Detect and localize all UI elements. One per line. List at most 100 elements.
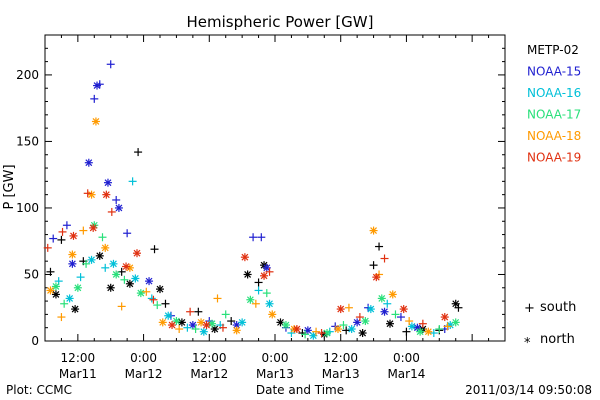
data-point-noaa-19-north	[336, 305, 345, 314]
legend-item: NOAA-18	[527, 129, 581, 143]
y-axis-label: P [GW]	[2, 164, 17, 209]
x-tick-date-label: Mar11	[59, 367, 97, 381]
data-point-noaa-19-north	[202, 321, 211, 330]
data-point-noaa-17-south	[339, 321, 348, 330]
x-tick-time-label: 0:00	[130, 351, 157, 365]
data-point-noaa-18-north	[388, 290, 397, 299]
data-point-noaa-17-south	[435, 325, 444, 334]
data-point-noaa-18-south	[175, 325, 184, 334]
data-point-metp-02-north	[156, 285, 164, 294]
legend: METP-02 NOAA-15 NOAA-16 NOAA-17 NOAA-18 NOAA-…	[527, 43, 581, 165]
data-point-metp-02-south	[194, 307, 203, 316]
data-point-noaa-19-south	[58, 227, 67, 236]
data-point-metp-02-north	[51, 290, 60, 299]
data-point-noaa-17-north	[416, 327, 425, 336]
x-tick-date-label: Mar13	[322, 367, 360, 381]
data-point-noaa-18-south	[117, 302, 126, 311]
data-point-noaa-19-south	[265, 267, 274, 276]
data-point-noaa-17-north	[361, 317, 370, 326]
data-point-noaa-19-north	[399, 305, 408, 314]
data-point-noaa-16-south	[76, 273, 85, 282]
data-point-noaa-19-south	[43, 243, 52, 252]
data-point-noaa-18-south	[57, 313, 66, 322]
data-point-noaa-18-south	[251, 299, 260, 308]
data-point-metp-02-north	[125, 279, 134, 288]
data-point-noaa-16-north	[87, 255, 96, 264]
data-point-noaa-18-north	[268, 310, 277, 319]
data-point-noaa-18-north	[424, 327, 433, 336]
data-point-noaa-17-north	[281, 321, 290, 330]
x-tick-date-label: Mar12	[190, 367, 228, 381]
data-point-noaa-16-south	[101, 263, 110, 272]
marker-legend: + south * north	[524, 300, 576, 351]
x-tick-date-label: Mar13	[256, 367, 294, 381]
data-point-noaa-16-south	[383, 299, 392, 308]
data-point-noaa-18-north	[125, 263, 134, 272]
data-point-noaa-19-north	[69, 231, 78, 240]
data-point-metp-02-south	[227, 317, 236, 326]
data-point-noaa-19-north	[372, 273, 381, 282]
data-point-noaa-19-south	[218, 323, 227, 332]
data-point-noaa-16-south	[254, 286, 263, 295]
data-point-metp-02-north	[243, 270, 252, 279]
data-point-noaa-17-south	[191, 325, 200, 334]
data-point-noaa-17-north	[208, 319, 217, 328]
data-point-noaa-17-south	[391, 310, 400, 319]
data-point-noaa-18-south	[142, 287, 151, 296]
data-point-noaa-15-north	[114, 203, 123, 212]
data-point-noaa-19-south	[317, 329, 326, 338]
data-point-noaa-18-north	[158, 318, 167, 327]
data-point-noaa-15-north	[93, 81, 102, 90]
data-point-noaa-19-north	[102, 190, 111, 199]
data-point-noaa-16-south	[183, 323, 192, 332]
data-point-metp-02-south	[150, 245, 159, 254]
data-point-metp-02-south	[454, 303, 463, 312]
footer-plot-credit: Plot: CCMC	[6, 383, 72, 397]
data-point-noaa-18-south	[344, 303, 353, 312]
y-tick-label: 50	[24, 267, 39, 281]
data-point-noaa-17-south	[60, 299, 69, 308]
data-point-noaa-18-south	[79, 226, 88, 235]
data-point-noaa-16-north	[407, 322, 416, 331]
y-tick-label: 200	[16, 68, 39, 82]
data-point-noaa-15-north	[103, 178, 112, 187]
data-point-noaa-17-north	[73, 283, 82, 292]
data-point-noaa-15-south	[249, 233, 258, 242]
legend-item: NOAA-19	[527, 151, 581, 165]
data-point-metp-02-north	[451, 299, 460, 308]
data-point-noaa-19-north	[292, 325, 301, 334]
data-point-noaa-16-south	[429, 329, 438, 338]
data-point-noaa-18-north	[68, 250, 77, 259]
data-point-noaa-17-north	[136, 289, 145, 298]
data-point-noaa-17-north	[112, 270, 121, 279]
data-point-noaa-19-north	[260, 271, 269, 280]
data-point-noaa-15-south	[90, 94, 99, 103]
data-point-noaa-19-north	[89, 223, 98, 232]
data-point-noaa-15-south	[106, 60, 115, 69]
data-point-noaa-17-south	[82, 259, 91, 268]
footer-timestamp: 2011/03/14 09:50:08	[465, 383, 592, 397]
data-point-metp-02-south	[57, 235, 66, 244]
x-tick-time-label: 12:00	[192, 351, 227, 365]
data-point-noaa-19-south	[380, 254, 389, 263]
data-point-noaa-19-south	[418, 319, 427, 328]
data-point-metp-02-north	[106, 283, 115, 292]
legend-item: NOAA-16	[527, 86, 581, 100]
data-point-noaa-19-north	[440, 313, 449, 322]
data-point-noaa-16-north	[164, 311, 173, 320]
data-point-noaa-19-south	[186, 307, 195, 316]
marker-legend-south: south	[540, 300, 576, 315]
data-point-metp-02-south	[402, 327, 411, 336]
data-point-noaa-17-north	[172, 317, 181, 326]
x-tick-time-label: 0:00	[262, 351, 289, 365]
legend-item: METP-02	[527, 43, 579, 57]
data-point-noaa-18-north	[87, 190, 96, 199]
data-point-noaa-17-south	[153, 301, 162, 310]
data-point-noaa-16-north	[265, 299, 274, 308]
data-point-noaa-16-north	[347, 325, 356, 334]
data-point-noaa-16-south	[147, 294, 156, 303]
data-point-metp-02-north	[177, 318, 186, 327]
data-point-noaa-15-north	[413, 323, 422, 332]
